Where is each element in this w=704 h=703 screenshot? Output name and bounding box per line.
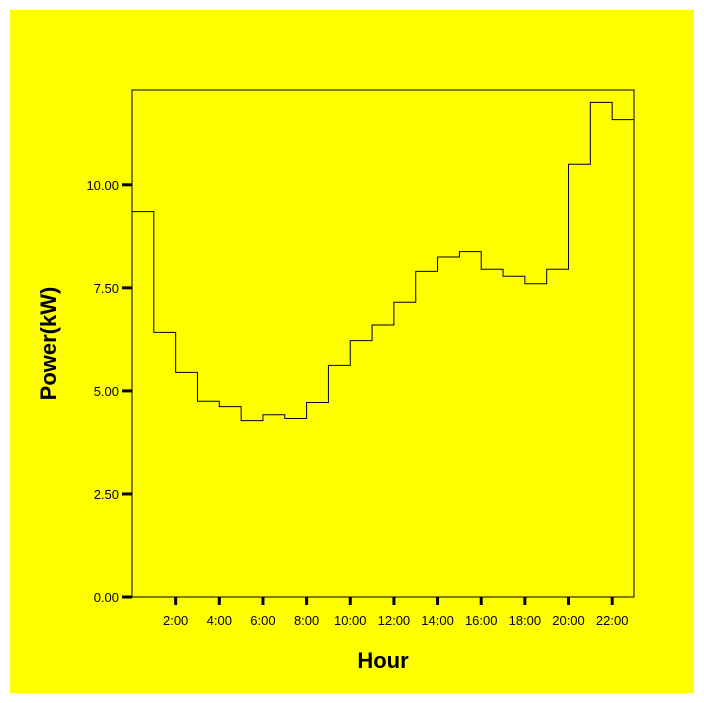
x-tick-label: 8:00: [294, 613, 319, 628]
x-tick-label: 12:00: [378, 613, 411, 628]
x-tick-label: 6:00: [250, 613, 275, 628]
x-tick-label: 18:00: [509, 613, 542, 628]
y-axis: 0.00 2.50 5.00 7.50 10.00: [86, 178, 132, 605]
x-tick-label: 10:00: [334, 613, 367, 628]
y-tick-label: 10.00: [86, 178, 119, 193]
y-tick-label: 2.50: [94, 487, 119, 502]
x-tick-label: 4:00: [207, 613, 232, 628]
x-tick-label: 16:00: [465, 613, 498, 628]
series-line: [132, 101, 635, 422]
y-tick-label: 0.00: [94, 590, 119, 605]
power-step-chart: 0.00 2.50 5.00 7.50 10.00 2:00 4:00 6:00 8:00 10…: [10, 10, 694, 693]
y-axis-title: Power(kW): [36, 287, 61, 401]
x-tick-label: 2:00: [163, 613, 188, 628]
plot-frame: [131, 89, 635, 598]
y-tick-label: 5.00: [94, 384, 119, 399]
x-axis-title: Hour: [357, 648, 409, 673]
y-tick-label: 7.50: [94, 281, 119, 296]
x-tick-label: 14:00: [421, 613, 454, 628]
chart-background: [10, 10, 694, 693]
x-tick-label: 22:00: [596, 613, 629, 628]
x-axis: 2:00 4:00 6:00 8:00 10:00 12:00 14:00 16:00 18:0…: [163, 597, 628, 628]
x-tick-label: 20:00: [552, 613, 585, 628]
chart-panel: 0.00 2.50 5.00 7.50 10.00 2:00 4:00 6:00 8:00 10…: [10, 10, 694, 693]
